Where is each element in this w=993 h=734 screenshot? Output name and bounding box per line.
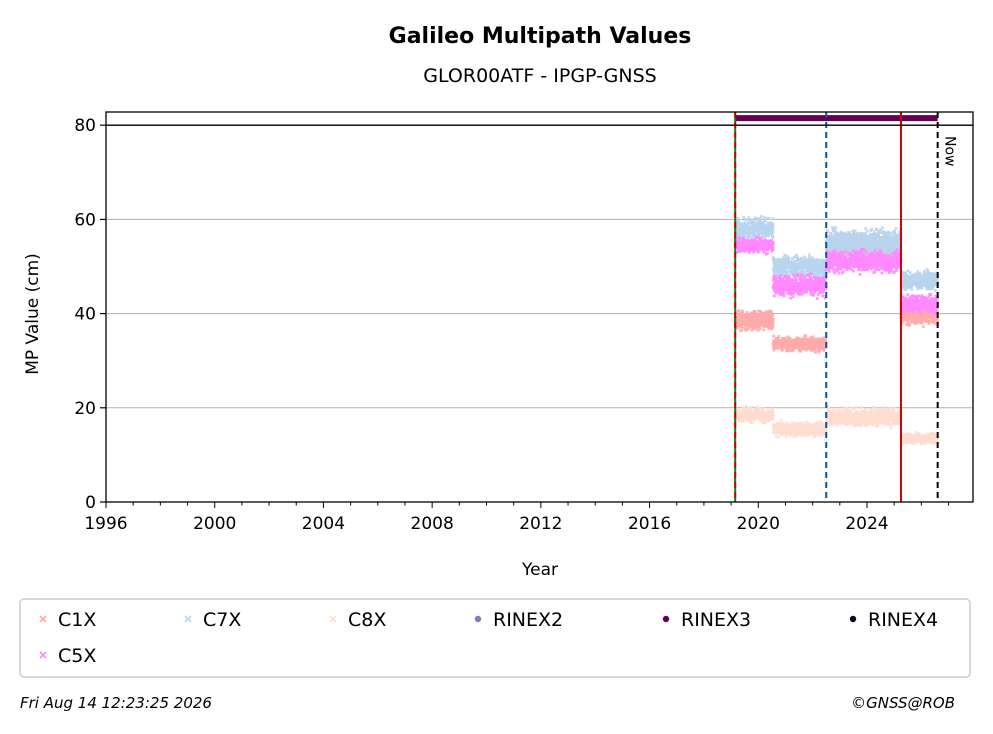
data-point bbox=[921, 324, 925, 329]
data-point bbox=[777, 334, 781, 339]
data-point bbox=[769, 310, 774, 314]
data-point bbox=[771, 334, 776, 338]
data-point bbox=[853, 229, 857, 233]
data-point bbox=[780, 348, 785, 352]
data-point bbox=[740, 311, 745, 315]
data-point bbox=[771, 313, 775, 317]
data-point bbox=[863, 226, 868, 231]
data-point bbox=[800, 434, 804, 438]
series-C8X bbox=[733, 404, 940, 446]
data-point bbox=[804, 333, 808, 338]
data-points bbox=[733, 115, 940, 446]
data-point bbox=[737, 420, 742, 424]
data-point bbox=[750, 421, 755, 425]
data-point bbox=[814, 350, 818, 354]
data-point bbox=[880, 225, 885, 230]
data-point bbox=[771, 324, 775, 329]
data-point bbox=[758, 327, 762, 331]
data-point bbox=[802, 255, 807, 259]
chart-subtitle: GLOR00ATF - IPGP-GNSS bbox=[423, 65, 656, 87]
data-point bbox=[811, 335, 815, 339]
data-point bbox=[771, 317, 775, 322]
data-point bbox=[746, 326, 751, 331]
data-point bbox=[807, 253, 812, 257]
data-point bbox=[759, 214, 763, 218]
data-point bbox=[908, 270, 912, 275]
data-point bbox=[804, 420, 808, 425]
data-point bbox=[925, 287, 929, 291]
data-point bbox=[737, 308, 741, 313]
data-point bbox=[779, 418, 783, 423]
data-point bbox=[771, 322, 775, 326]
data-point bbox=[894, 226, 898, 231]
chart-title: Galileo Multipath Values bbox=[389, 24, 692, 49]
data-point bbox=[762, 215, 766, 220]
data-point bbox=[933, 288, 937, 293]
data-point bbox=[783, 253, 787, 257]
data-point bbox=[790, 420, 795, 425]
data-point bbox=[910, 287, 914, 292]
data-point bbox=[753, 309, 757, 313]
data-point bbox=[761, 328, 766, 332]
data-point bbox=[747, 216, 751, 220]
